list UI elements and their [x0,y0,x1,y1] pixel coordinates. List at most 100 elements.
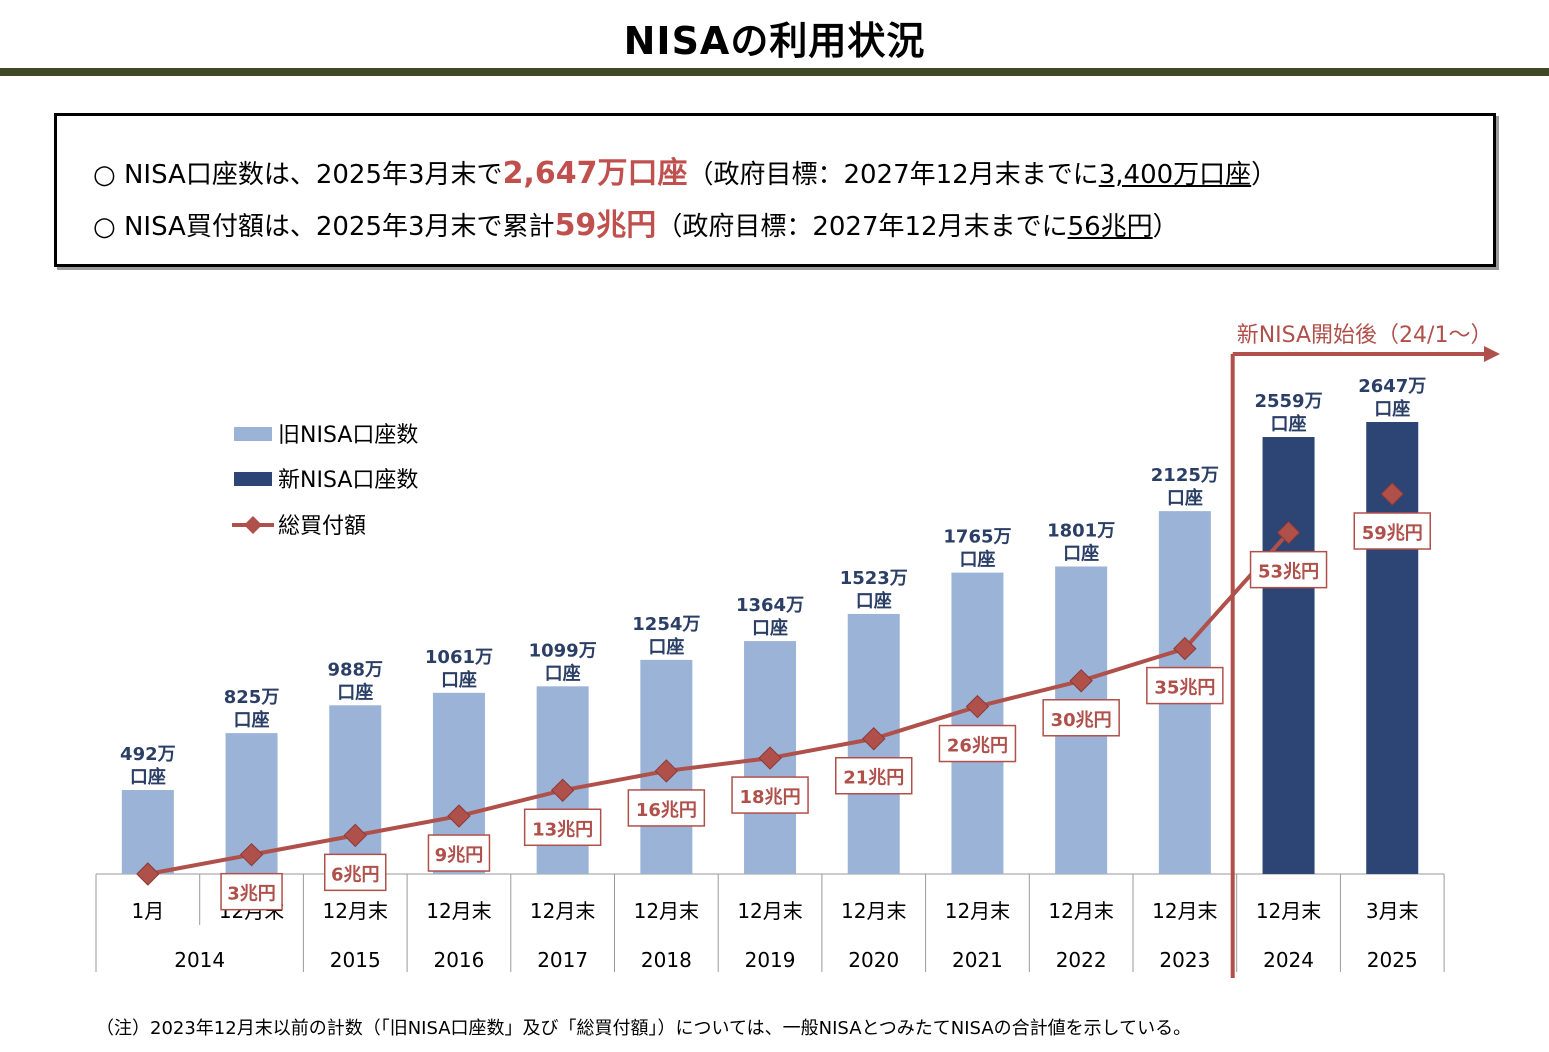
account-label-unit: 口座 [234,709,270,731]
purchase-label: 6兆円 [331,864,380,885]
account-label-value: 1099万 [529,640,597,661]
purchase-label: 53兆円 [1258,562,1319,583]
year-label: 2024 [1263,948,1314,972]
account-label-value: 1364万 [736,595,804,616]
purchase-label-box [324,853,387,892]
year-label: 2023 [1159,948,1210,972]
legend-label-old: 旧NISA口座数 [278,423,418,448]
account-label-value: 1061万 [425,647,493,668]
year-label: 2016 [433,948,484,972]
purchase-label: 35兆円 [1154,678,1215,699]
purchase-label-box [835,756,913,795]
new-nisa-annotation: 新NISA開始後（24/1～） [1237,323,1493,348]
year-label: 2025 [1367,948,1418,972]
account-label-value: 2647万 [1358,376,1426,397]
account-label-unit: 口座 [856,590,892,612]
purchase-marker [862,727,886,751]
account-label-value: 1254万 [632,614,700,635]
year-label: 2019 [745,948,796,972]
account-label-unit: 口座 [1374,398,1410,420]
account-label-unit: 口座 [959,549,995,571]
account-bar [121,789,174,874]
account-bar [951,572,1004,874]
category-label: 12月末 [945,899,1010,923]
year-label: 2020 [848,948,899,972]
account-label-unit: 口座 [1063,542,1099,564]
account-label-unit: 口座 [752,617,788,639]
legend-swatch-old [234,427,272,441]
bullet-circle: ○ [93,212,116,242]
purchase-marker [447,804,471,828]
account-label-unit: 口座 [130,766,166,788]
purchase-label: 3兆円 [227,884,276,905]
legend-swatch-new [234,472,272,486]
purchase-label: 16兆円 [636,800,697,821]
purchase-label: 21兆円 [843,768,904,789]
category-label: 12月末 [737,899,802,923]
category-label: 12月末 [1048,899,1113,923]
purchase-label-box [938,724,1017,763]
summary-text: NISA口座数は、2025年3月末で [123,160,503,190]
legend-label-new: 新NISA口座数 [278,468,418,493]
summary-box: ○ NISA口座数は、2025年3月末で2,647万口座 （政府目標：2027年1… [54,113,1496,267]
legend-label-line: 総買付額 [278,514,366,539]
account-label-unit: 口座 [441,669,477,691]
purchase-marker [965,694,990,719]
account-label-value: 1765万 [943,527,1011,548]
purchase-label-box [627,789,706,827]
account-label-value: 825万 [224,687,280,708]
purchase-label-box [523,808,602,847]
summary-highlight: 2,647万口座 [502,156,688,191]
purchase-marker [1173,636,1197,661]
bullet-circle: ○ [93,160,116,190]
year-label: 2017 [537,948,588,972]
purchase-label: 9兆円 [435,845,484,866]
purchase-label: 30兆円 [1051,710,1112,731]
category-label: 1月 [131,899,164,923]
summary-line-accounts: ○ NISA口座数は、2025年3月末で2,647万口座（政府目標：2027年1… [93,148,1277,192]
purchase-line [147,531,1291,876]
new-nisa-arrowhead [1484,346,1500,362]
summary-highlight: 59兆円 [554,208,657,243]
footnote: （注）2023年12月末以前の計数（「旧NISA口座数」及び「総買付額」）につい… [96,1018,1192,1039]
account-label-value: 492万 [120,744,176,765]
account-bar [1262,437,1315,874]
account-label-unit: 口座 [648,636,684,658]
nisa-chart: 1月 12月末 12月末 12月末 12月末 12月末 12月末 12月末 12月末 12月末 12… [95,323,1500,978]
summary-target: 56兆円 [1067,212,1153,242]
category-label: 12月末 [530,899,595,923]
category-label: 3月末 [1366,899,1419,923]
purchase-marker [343,823,367,848]
year-label: 2015 [330,948,381,972]
summary-target: 3,400万口座 [1098,160,1252,190]
account-label-unit: 口座 [1271,413,1307,435]
purchase-label-box [220,872,283,911]
account-label-value: 988万 [327,659,383,680]
purchase-label: 13兆円 [532,819,593,840]
purchase-label-box [1353,512,1431,550]
purchase-marker [136,862,160,886]
year-label: 2022 [1056,948,1107,972]
summary-text: ） [1152,212,1179,242]
account-label-unit: 口座 [1167,487,1203,509]
purchase-label-box [1249,550,1328,589]
account-label-value: 1523万 [840,568,908,589]
purchase-label-box [1042,699,1120,737]
summary-text: NISA買付額は、2025年3月末で累計 [123,212,555,242]
year-label: 2018 [641,948,692,972]
category-label: 12月末 [426,899,491,923]
purchase-label-box [427,834,491,872]
purchase-label: 59兆円 [1362,523,1423,544]
summary-text: （政府目標：2027年12月末までに [656,212,1068,242]
purchase-marker [1380,482,1404,506]
purchase-label: 18兆円 [740,787,801,808]
purchase-label-box [1146,666,1224,705]
account-label-value: 2559万 [1254,391,1322,412]
category-label: 12月末 [323,899,388,923]
account-bar [329,705,382,874]
purchase-marker [758,746,782,770]
page-title: NISAの利用状況 [623,19,926,63]
year-label: 2021 [952,948,1003,972]
account-label-unit: 口座 [337,681,373,703]
purchase-marker [239,842,264,867]
